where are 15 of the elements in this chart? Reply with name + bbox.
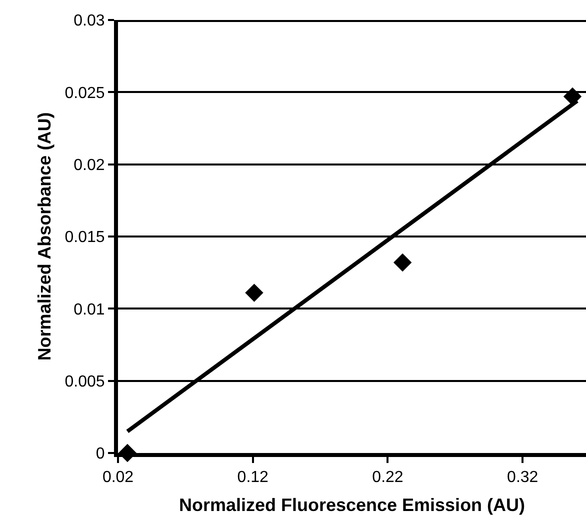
x-axis-title: Normalized Fluorescence Emission (AU) <box>178 494 526 515</box>
x-tick-label: 0.22 <box>372 469 404 486</box>
x-tick-label: 0.32 <box>507 469 538 486</box>
y-tick-label: 0.01 <box>74 301 105 318</box>
y-axis-title: Normalized Absorbance (AU) <box>34 112 54 361</box>
point <box>245 284 264 302</box>
x-tick-label: 0.02 <box>102 469 134 486</box>
x-tick-label: 0.12 <box>237 469 269 486</box>
y-tick-label: 0.005 <box>64 373 105 390</box>
point <box>393 253 412 272</box>
y-tick-label: 0.02 <box>74 156 105 174</box>
y-tick-label: 0.015 <box>64 229 105 246</box>
y-tick-label: 0.03 <box>74 12 105 30</box>
y-tick-label: 0.025 <box>64 84 105 102</box>
y-tick-label: 0 <box>96 446 105 463</box>
